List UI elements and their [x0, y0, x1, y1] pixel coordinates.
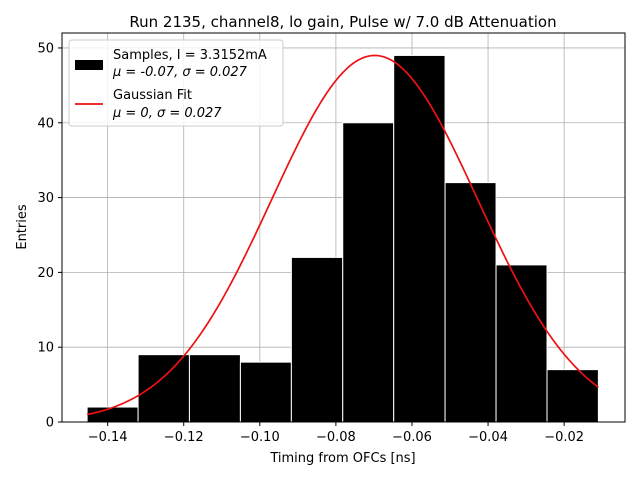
- legend-fit-label-line1: Gaussian Fit: [113, 88, 192, 103]
- histogram-bar: [444, 182, 497, 423]
- x-tick-label: −0.08: [316, 430, 356, 445]
- x-tick-label: −0.10: [240, 430, 280, 445]
- plot-frame: [61, 32, 626, 423]
- histogram-bar: [495, 264, 548, 423]
- x-tick-label: −0.04: [468, 430, 508, 445]
- histogram-bars: [86, 54, 599, 423]
- x-tick-label: −0.12: [164, 430, 204, 445]
- x-axis-label: Timing from OFCs [ns]: [269, 451, 415, 466]
- legend: Samples, I = 3.3152mA μ = -0.07, σ = 0.0…: [68, 39, 284, 127]
- x-tick-label: −0.06: [392, 430, 432, 445]
- histogram-bar: [342, 122, 395, 423]
- histogram-bar: [290, 256, 344, 423]
- histogram-bar: [137, 354, 190, 423]
- y-axis-label: Entries: [15, 204, 30, 250]
- y-tick-label: 0: [46, 416, 54, 431]
- y-tick-label: 30: [37, 191, 54, 206]
- y-tick-label: 20: [37, 266, 54, 281]
- x-axis-ticks: −0.14 −0.12 −0.10 −0.08 −0.06 −0.04 −0.02: [88, 422, 584, 445]
- legend-fit-label-line2: μ = 0, σ = 0.027: [112, 106, 222, 121]
- histogram-bar: [239, 361, 292, 423]
- y-tick-label: 10: [37, 341, 54, 356]
- legend-histogram-label-line1: Samples, I = 3.3152mA: [113, 48, 267, 63]
- x-tick-label: −0.02: [544, 430, 584, 445]
- y-tick-label: 50: [37, 41, 54, 56]
- histogram-bar: [86, 406, 139, 423]
- gaussian-fit-curve: [86, 54, 599, 416]
- y-tick-label: 40: [37, 116, 54, 131]
- histogram-bar: [393, 54, 446, 423]
- legend-histogram-label-line2: μ = -0.07, σ = 0.027: [112, 65, 248, 80]
- histogram-bar: [546, 369, 599, 423]
- chart-title: Run 2135, channel8, lo gain, Pulse w/ 7.…: [129, 13, 556, 31]
- x-tick-label: −0.14: [88, 430, 128, 445]
- legend-box: [68, 39, 284, 127]
- legend-histogram-swatch: [75, 60, 103, 70]
- histogram-bar: [188, 354, 241, 423]
- y-axis-ticks: 0 10 20 30 40 50: [37, 41, 62, 431]
